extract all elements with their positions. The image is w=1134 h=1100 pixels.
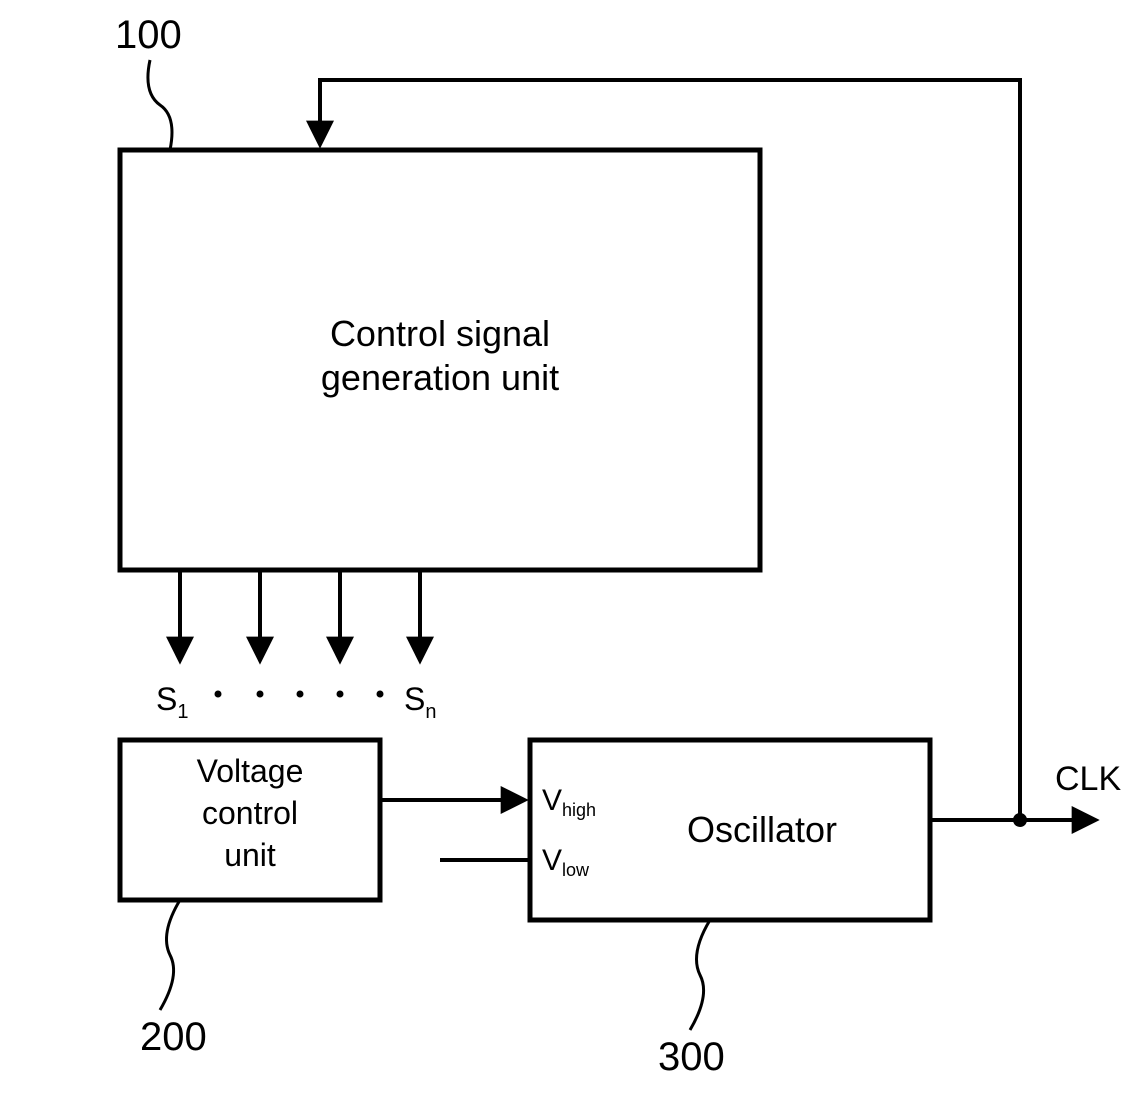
ellipsis-dot-1	[215, 691, 222, 698]
voltage-label-line3: unit	[224, 837, 276, 873]
control-label-line1: Control signal	[330, 313, 550, 354]
ellipsis-dot-5	[377, 691, 384, 698]
leader-200	[160, 900, 180, 1010]
voltage-label-line2: control	[202, 795, 298, 831]
ellipsis-dot-4	[337, 691, 344, 698]
control-label-line2: generation unit	[321, 357, 559, 398]
signal-sn: Sn	[404, 681, 436, 723]
voltage-label-line1: Voltage	[197, 753, 304, 789]
ellipsis-dot-3	[297, 691, 304, 698]
ref-300: 300	[658, 1035, 725, 1079]
leader-100	[148, 60, 172, 150]
ref-200: 200	[140, 1015, 207, 1059]
clk-label: CLK	[1055, 760, 1121, 798]
leader-300	[690, 920, 710, 1030]
ref-100: 100	[115, 13, 182, 57]
signal-s1: S1	[156, 681, 188, 723]
ellipsis-dot-2	[257, 691, 264, 698]
oscillator-label: Oscillator	[687, 809, 837, 850]
